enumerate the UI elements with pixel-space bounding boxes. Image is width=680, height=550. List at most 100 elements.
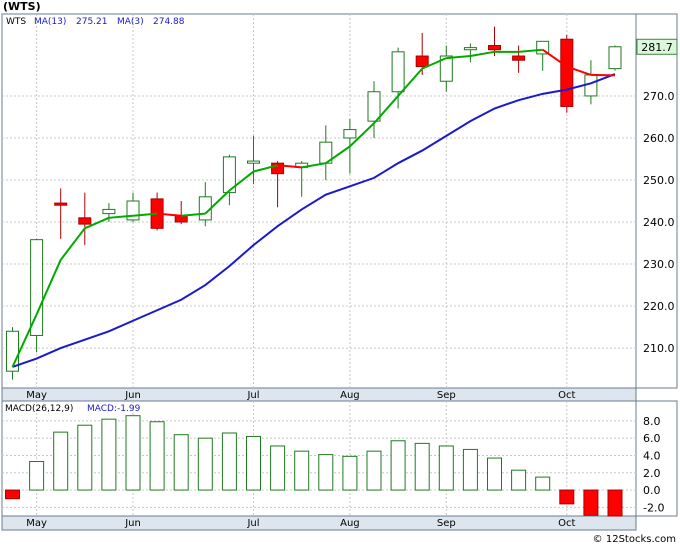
macd-bar-positive [294, 450, 310, 491]
price-x-tick-label: Jun [124, 390, 141, 401]
ma3-segment [421, 57, 447, 70]
candle-body-down [78, 217, 92, 225]
ma3-segment [181, 212, 206, 217]
macd-y-tick-labels: -2.0 0.0 2.0 4.0 6.0 8.0 [643, 415, 664, 514]
watermark: © 12Stocks.com [593, 534, 676, 545]
price-y-tick-label: 240.0 [643, 216, 675, 229]
candle-body-down [271, 162, 285, 175]
macd-value: MACD:-1.99 [87, 404, 141, 414]
chart-title: (WTS) [3, 0, 41, 13]
price-x-tick-label: Oct [558, 390, 575, 401]
candle-body-up [30, 239, 44, 336]
price-x-tick-label: Jul [246, 390, 259, 401]
ma3-segment [325, 145, 351, 164]
ma3-segment [157, 212, 182, 217]
macd-bar-negative [559, 489, 575, 505]
macd-bar-positive [197, 437, 213, 491]
ma13-line [12, 73, 616, 368]
candle-body-down [512, 55, 526, 61]
price-y-tick-label: 220.0 [643, 300, 675, 313]
macd-bar-negative [607, 489, 623, 517]
ma3-segment [566, 65, 592, 76]
ma13-label: MA(13) [34, 17, 66, 27]
ma3-segment [84, 216, 110, 230]
macd-y-tick-label: 4.0 [643, 449, 661, 462]
candle-body-up [102, 208, 116, 215]
macd-bar-positive [342, 455, 358, 491]
macd-x-tick-label: Sep [437, 518, 456, 529]
price-y-tick-label: 250.0 [643, 174, 675, 187]
price-y-tick-label: 260.0 [643, 132, 675, 145]
candle-body-down [560, 38, 574, 107]
macd-label: MACD(26,12,9) [5, 404, 73, 414]
ma3-segment [590, 73, 616, 77]
ma3-segment [35, 259, 62, 315]
ma3-segment [277, 164, 302, 169]
macd-bar-positive [173, 434, 189, 491]
macd-bar-positive [535, 476, 551, 491]
macd-axis-strip [1, 515, 637, 531]
last-price-label: 281.7 [641, 41, 673, 54]
macd-y-tick-label: 0.0 [643, 484, 661, 497]
ma3-segment [204, 189, 231, 215]
macd-bar-positive [462, 448, 478, 491]
price-y-tick-label: 270.0 [643, 90, 675, 103]
candle-body-down [54, 202, 68, 206]
macd-y-tick-label: 8.0 [643, 415, 661, 428]
ma3-segment [108, 214, 134, 219]
candle-body-up [343, 129, 357, 139]
macd-histogram [5, 415, 623, 517]
macd-bar-positive [149, 421, 165, 491]
ma3-segment [132, 212, 158, 217]
ticker-label: WTS [6, 17, 26, 27]
candle-body-up [222, 156, 236, 194]
macd-bar-positive [53, 431, 69, 491]
ma3-segment [228, 170, 255, 192]
macd-bar-positive [366, 450, 382, 491]
price-y-tick-label: 210.0 [643, 342, 675, 355]
ma3-segment [253, 164, 278, 173]
ma3-segment [397, 67, 423, 97]
price-x-tick-label: Sep [437, 390, 456, 401]
ma3-segment [373, 95, 399, 124]
macd-x-tick-labels: May Jun Jul Aug Sep Oct [26, 518, 575, 529]
ma3-segment [542, 48, 568, 68]
macd-x-tick-label: Aug [340, 518, 360, 529]
macd-bar-positive [487, 457, 502, 491]
macd-bar-positive [390, 440, 406, 491]
macd-x-tick-label: Oct [558, 518, 575, 529]
candle-body-up [608, 46, 622, 70]
ma3-segment [301, 162, 326, 169]
macd-bar-positive [318, 454, 334, 491]
macd-y-tick-label: 2.0 [643, 467, 661, 480]
macd-bar-positive [438, 445, 454, 491]
ma3-segment [470, 50, 495, 58]
price-x-tick-label: Aug [340, 390, 360, 401]
price-gridlines [2, 14, 636, 388]
macd-x-tick-label: Jul [246, 518, 259, 529]
ma3-value: 274.88 [153, 17, 185, 27]
macd-bar-positive [125, 415, 141, 491]
macd-bar-positive [221, 432, 237, 491]
price-x-tick-label: May [26, 390, 47, 401]
ma3-label: MA(3) [117, 17, 144, 27]
ma3-segment [59, 227, 86, 261]
candle-body-up [391, 51, 405, 93]
candle-body-down [488, 45, 501, 51]
ma3-segment [11, 314, 38, 368]
price-axis-strip [1, 387, 637, 402]
macd-bar-positive [511, 469, 527, 491]
price-y-tick-label: 230.0 [643, 258, 675, 271]
macd-bar-positive [414, 442, 430, 491]
macd-y-tick-label: 6.0 [643, 432, 661, 445]
candle-body-up [439, 55, 453, 82]
last-price-badge: 281.7 [636, 38, 678, 55]
macd-bar-positive [270, 445, 286, 491]
macd-x-tick-label: May [26, 518, 47, 529]
ma13-value: 275.21 [76, 17, 108, 27]
moving-average-lines [11, 48, 616, 368]
ma3-segment [446, 55, 471, 60]
macd-bar-negative [583, 489, 599, 516]
price-x-tick-labels: May Jun Jul Aug Sep Oct [26, 390, 575, 401]
